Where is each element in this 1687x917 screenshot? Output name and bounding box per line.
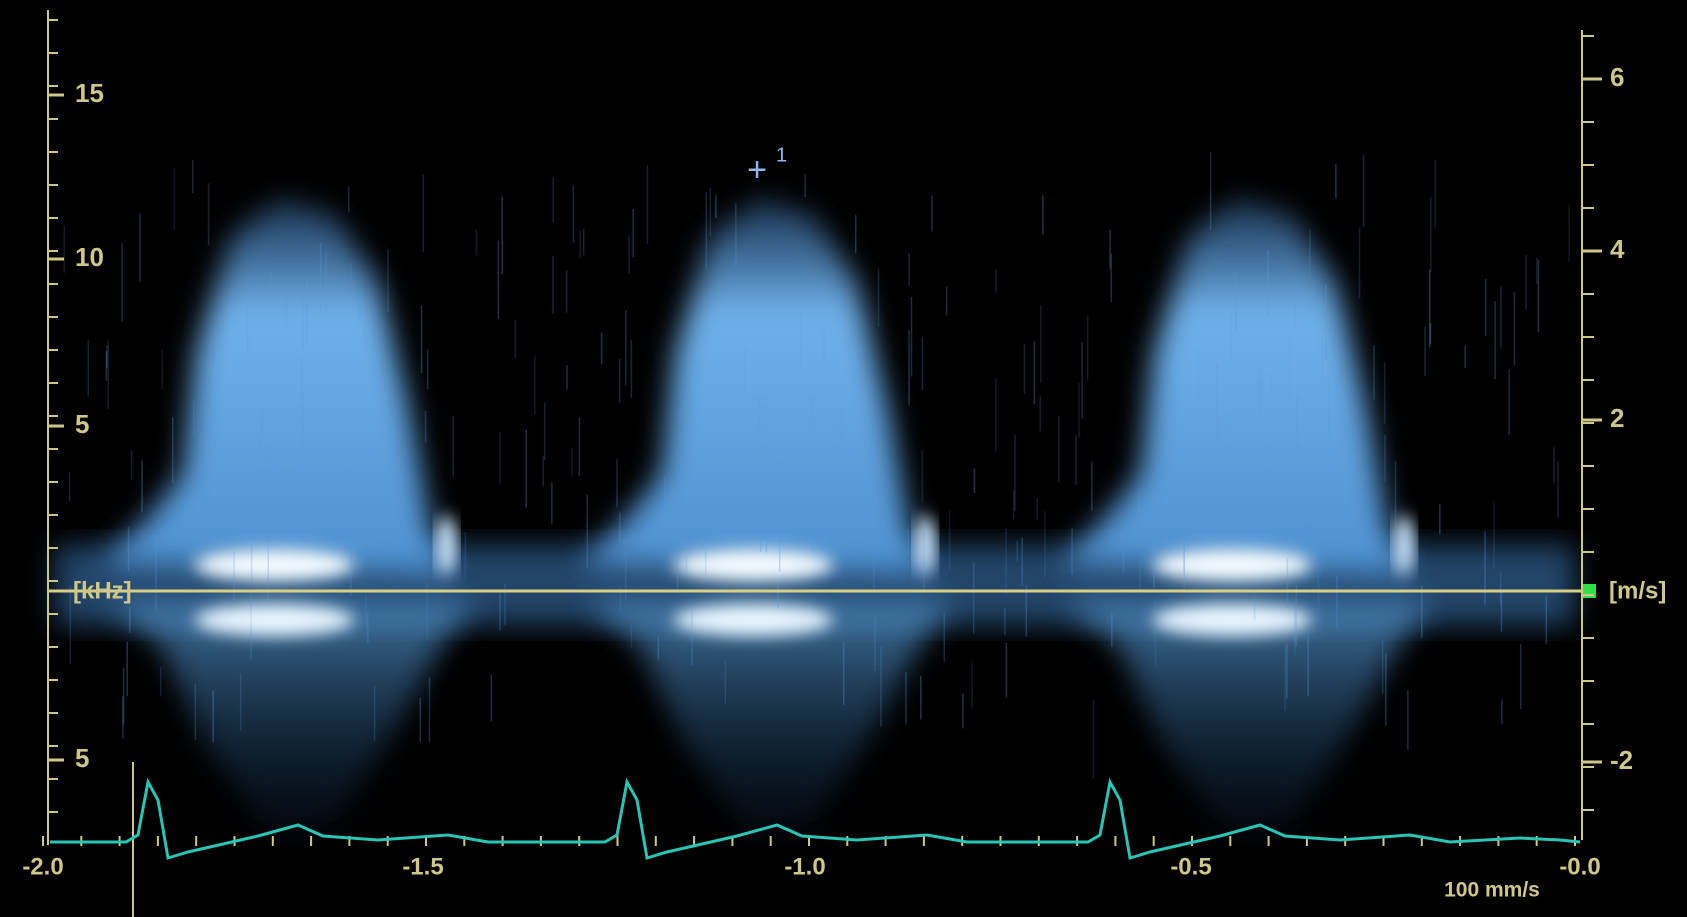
cursor-label: 1 — [776, 144, 787, 166]
left-tick-label: 5 — [75, 409, 89, 439]
left-tick-label: 10 — [75, 242, 104, 272]
time-tick-label: -0.0 — [1559, 853, 1600, 880]
left-unit: [kHz] — [73, 577, 132, 604]
right-tick-label: 6 — [1610, 62, 1624, 92]
right-tick-label: -2 — [1610, 745, 1633, 775]
time-tick-label: -1.5 — [402, 853, 443, 880]
cursor-cross: + — [747, 151, 767, 189]
right-tick-label: 2 — [1610, 403, 1624, 433]
left-tick-label: 5 — [75, 743, 89, 773]
bright-core — [673, 604, 833, 636]
bright-core — [1152, 604, 1312, 636]
valve-click — [1394, 515, 1414, 575]
bright-core — [194, 549, 354, 581]
time-tick-label: -0.5 — [1170, 853, 1211, 880]
bright-core — [194, 604, 354, 636]
valve-click — [915, 515, 935, 575]
right-tick-label: 4 — [1610, 234, 1625, 264]
time-tick-label: -1.0 — [784, 853, 825, 880]
valve-click — [437, 515, 457, 575]
bright-core — [673, 549, 833, 581]
sweep-speed: 100 mm/s — [1444, 879, 1540, 902]
right-unit: [m/s] — [1609, 577, 1666, 604]
left-tick-label: 15 — [75, 78, 104, 108]
doppler-screen: [kHz] [m/s] + 1 100 mm/s 15 10 5 5 6 4 2 -2 -2.0… — [0, 0, 1687, 917]
time-tick-label: -2.0 — [22, 853, 63, 880]
